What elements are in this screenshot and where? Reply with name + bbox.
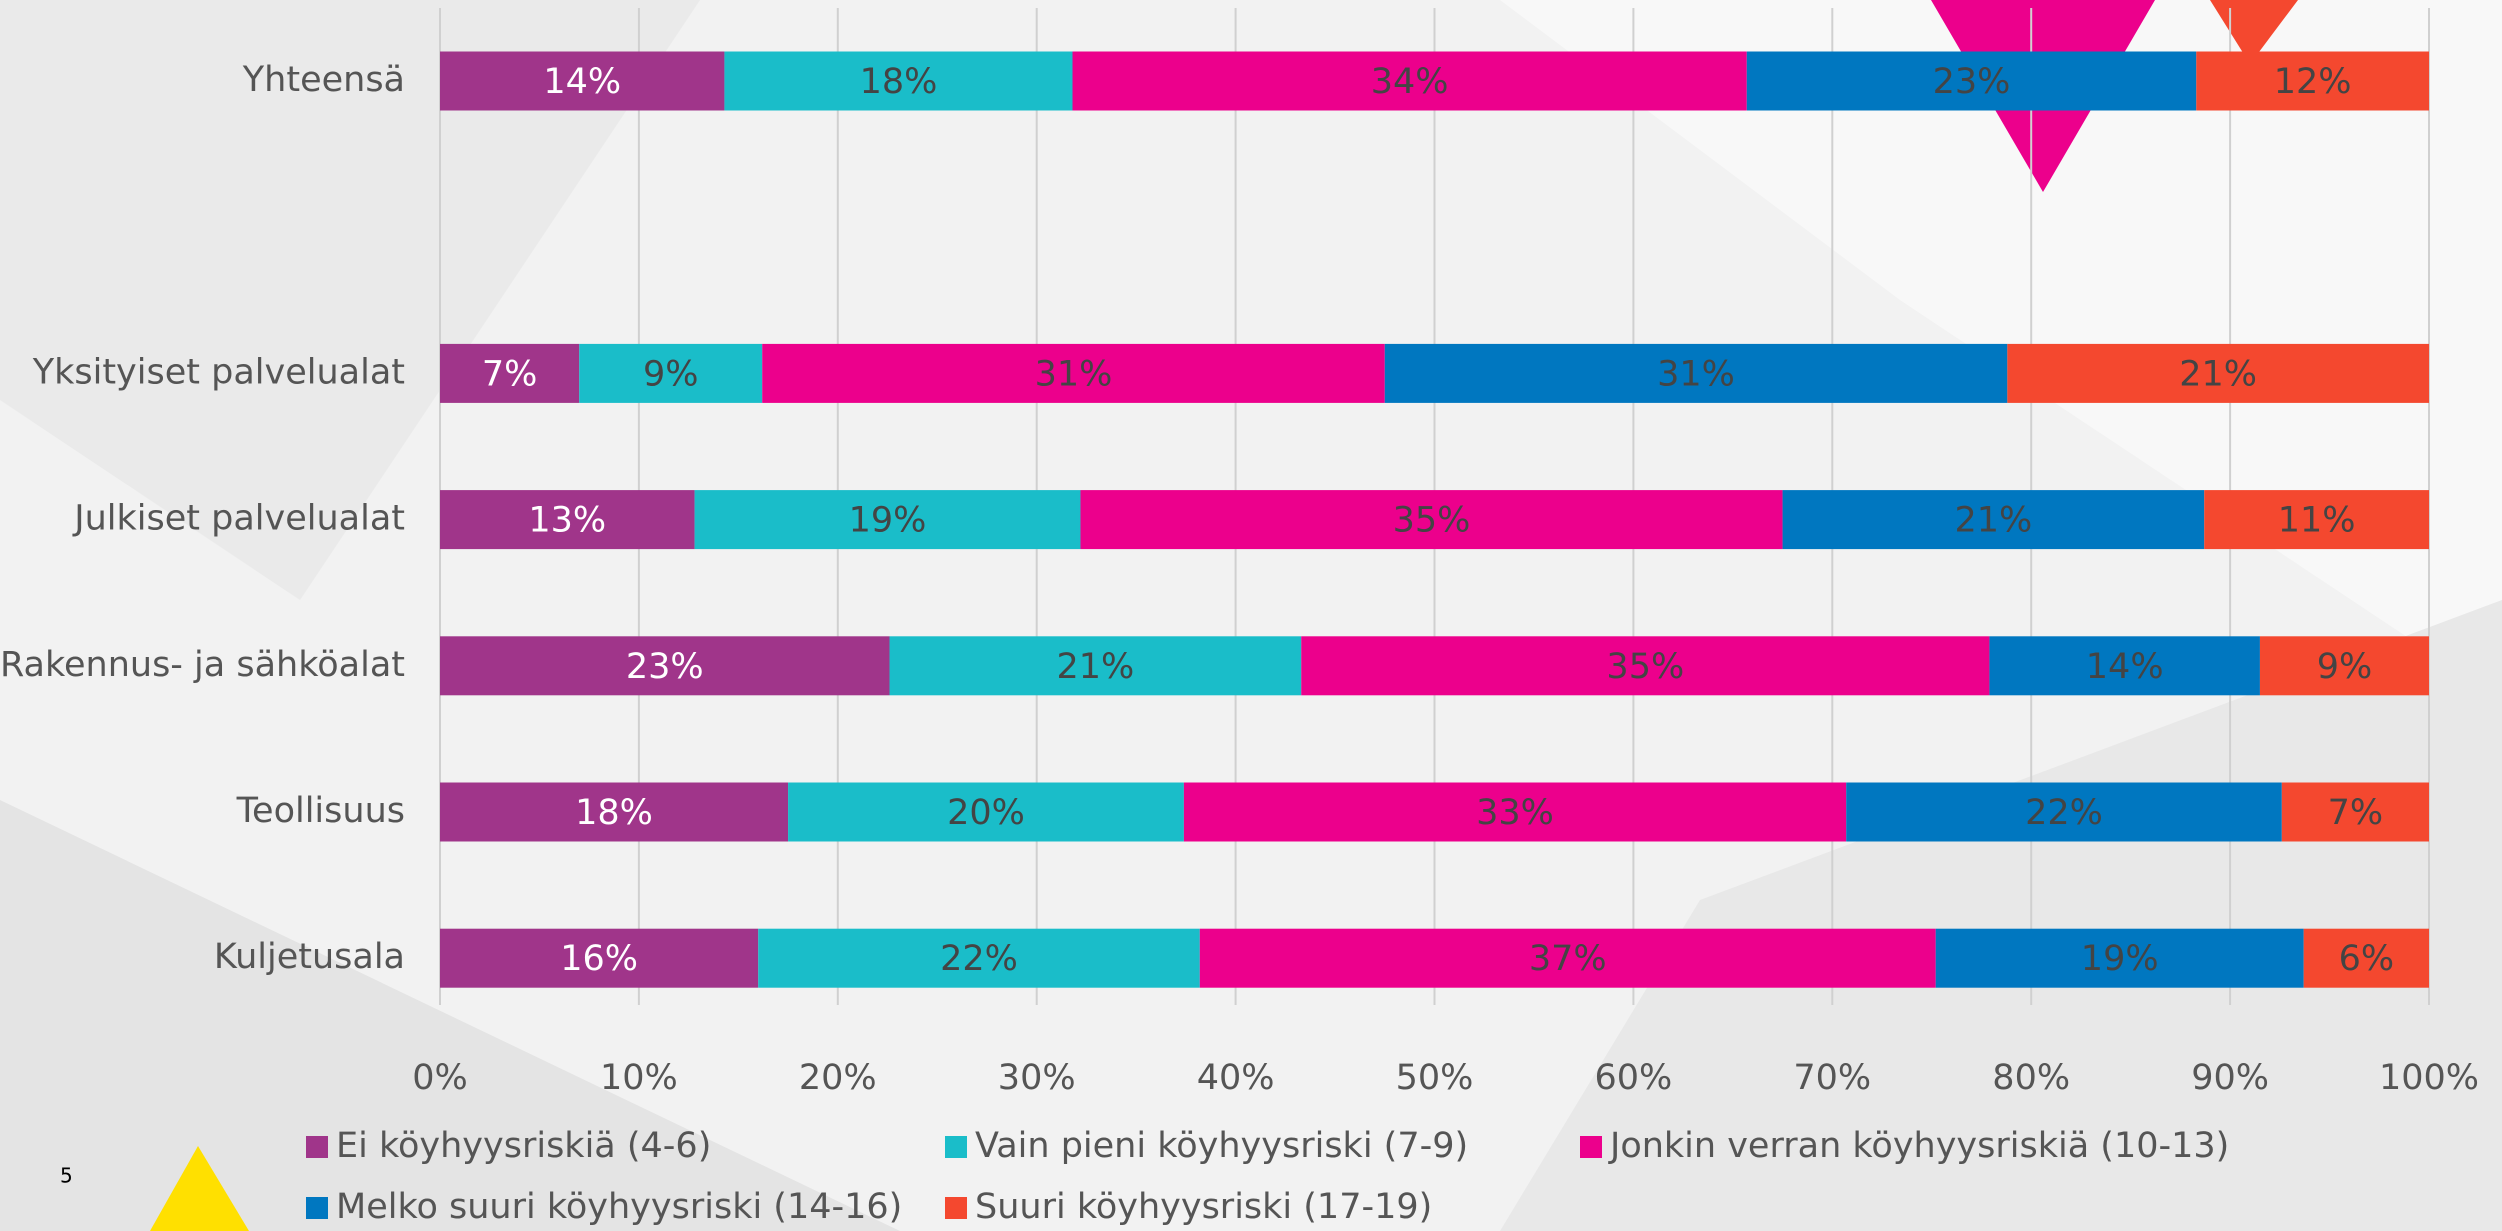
data-label: 12% <box>2274 62 2352 102</box>
data-label: 16% <box>560 939 638 979</box>
bar-segment <box>2281 782 2429 842</box>
data-label: 35% <box>1606 647 1684 687</box>
x-tick-label: 100% <box>2379 1058 2479 1098</box>
data-label: 31% <box>1035 354 1113 394</box>
legend-label: Melko suuri köyhyysriski (14-16) <box>336 1187 902 1227</box>
data-label: 18% <box>860 62 938 102</box>
bar-segment <box>2204 490 2429 550</box>
x-tick-label: 80% <box>1992 1058 2070 1098</box>
bar-segment <box>694 490 1081 550</box>
data-label: 14% <box>543 62 621 102</box>
y-tick-label: Yksityiset palvelualat <box>32 352 405 392</box>
bar-segment <box>440 928 759 988</box>
decor <box>0 800 900 1231</box>
y-tick-label: Rakennus- ja sähköalat <box>0 645 405 685</box>
bar-segment <box>1935 928 2304 988</box>
data-label: 11% <box>2278 501 2356 541</box>
data-label: 21% <box>2179 354 2257 394</box>
data-label: 19% <box>849 501 927 541</box>
bar-segment <box>440 51 725 111</box>
legend-swatch <box>306 1197 328 1219</box>
y-tick-label: Julkiset palvelualat <box>72 499 405 539</box>
data-label: 7% <box>482 354 538 394</box>
bar-segment <box>1301 636 1990 696</box>
bar-segment <box>889 636 1302 696</box>
data-label: 37% <box>1529 939 1607 979</box>
decor <box>1500 600 2502 1231</box>
legend-swatch <box>945 1136 967 1158</box>
data-label: 22% <box>2025 793 2103 833</box>
data-label: 9% <box>2317 647 2373 687</box>
decor <box>0 0 700 600</box>
y-tick-label: Teollisuus <box>236 791 405 831</box>
bar-segment <box>1080 490 1783 550</box>
x-tick-label: 30% <box>998 1058 1076 1098</box>
bar-segment <box>758 928 1200 988</box>
x-tick-label: 0% <box>412 1058 468 1098</box>
legend-label: Ei köyhyysriskiä (4-6) <box>336 1126 711 1166</box>
bar-segment <box>440 782 789 842</box>
x-tick-label: 50% <box>1396 1058 1474 1098</box>
data-label: 22% <box>940 939 1018 979</box>
page-number: 5 <box>60 1164 73 1188</box>
data-label: 21% <box>1955 501 2033 541</box>
bar-segment <box>762 343 1385 403</box>
legend-swatch <box>1580 1136 1602 1158</box>
bar-segment <box>1989 636 2260 696</box>
bar-segment <box>788 782 1184 842</box>
data-label: 9% <box>643 354 699 394</box>
data-label: 21% <box>1056 647 1134 687</box>
bar-segment <box>1183 782 1847 842</box>
data-label: 6% <box>2339 939 2395 979</box>
legend-label: Vain pieni köyhyysriski (7-9) <box>975 1126 1468 1166</box>
bar-segment <box>1782 490 2205 550</box>
data-label: 33% <box>1476 793 1554 833</box>
y-tick-label: Yhteensä <box>242 60 405 100</box>
bar-segment <box>440 490 695 550</box>
x-tick-label: 70% <box>1793 1058 1871 1098</box>
bar-segment <box>1072 51 1747 111</box>
bar-segment <box>2303 928 2429 988</box>
legend-label: Suuri köyhyysriski (17-19) <box>975 1187 1432 1227</box>
data-label: 18% <box>575 793 653 833</box>
data-label: 23% <box>1933 62 2011 102</box>
decor-triangle <box>2210 0 2298 64</box>
bar-segment <box>440 343 580 403</box>
data-label: 14% <box>2086 647 2164 687</box>
x-tick-label: 20% <box>799 1058 877 1098</box>
data-label: 20% <box>947 793 1025 833</box>
legend-label: Jonkin verran köyhyysriskiä (10-13) <box>1608 1126 2229 1166</box>
data-label: 7% <box>2328 793 2384 833</box>
bar-segment <box>2007 343 2429 403</box>
x-tick-label: 60% <box>1595 1058 1673 1098</box>
bar-segment <box>1846 782 2282 842</box>
x-tick-label: 90% <box>2191 1058 2269 1098</box>
bar-segment <box>1746 51 2197 111</box>
data-label: 19% <box>2081 939 2159 979</box>
data-label: 13% <box>528 501 606 541</box>
legend-swatch <box>945 1197 967 1219</box>
decor-triangle <box>150 1146 249 1231</box>
data-label: 23% <box>626 647 704 687</box>
data-label: 31% <box>1657 354 1735 394</box>
bar-segment <box>2259 636 2429 696</box>
bar-segment <box>440 636 890 696</box>
y-tick-label: Kuljetusala <box>214 937 405 977</box>
bar-segment <box>1384 343 2008 403</box>
bar-segment <box>2196 51 2429 111</box>
x-tick-label: 10% <box>600 1058 678 1098</box>
x-tick-label: 40% <box>1197 1058 1275 1098</box>
bar-segment <box>1199 928 1936 988</box>
data-label: 34% <box>1371 62 1449 102</box>
bar-segment <box>724 51 1073 111</box>
data-label: 35% <box>1393 501 1471 541</box>
bar-segment <box>579 343 763 403</box>
legend-swatch <box>306 1136 328 1158</box>
